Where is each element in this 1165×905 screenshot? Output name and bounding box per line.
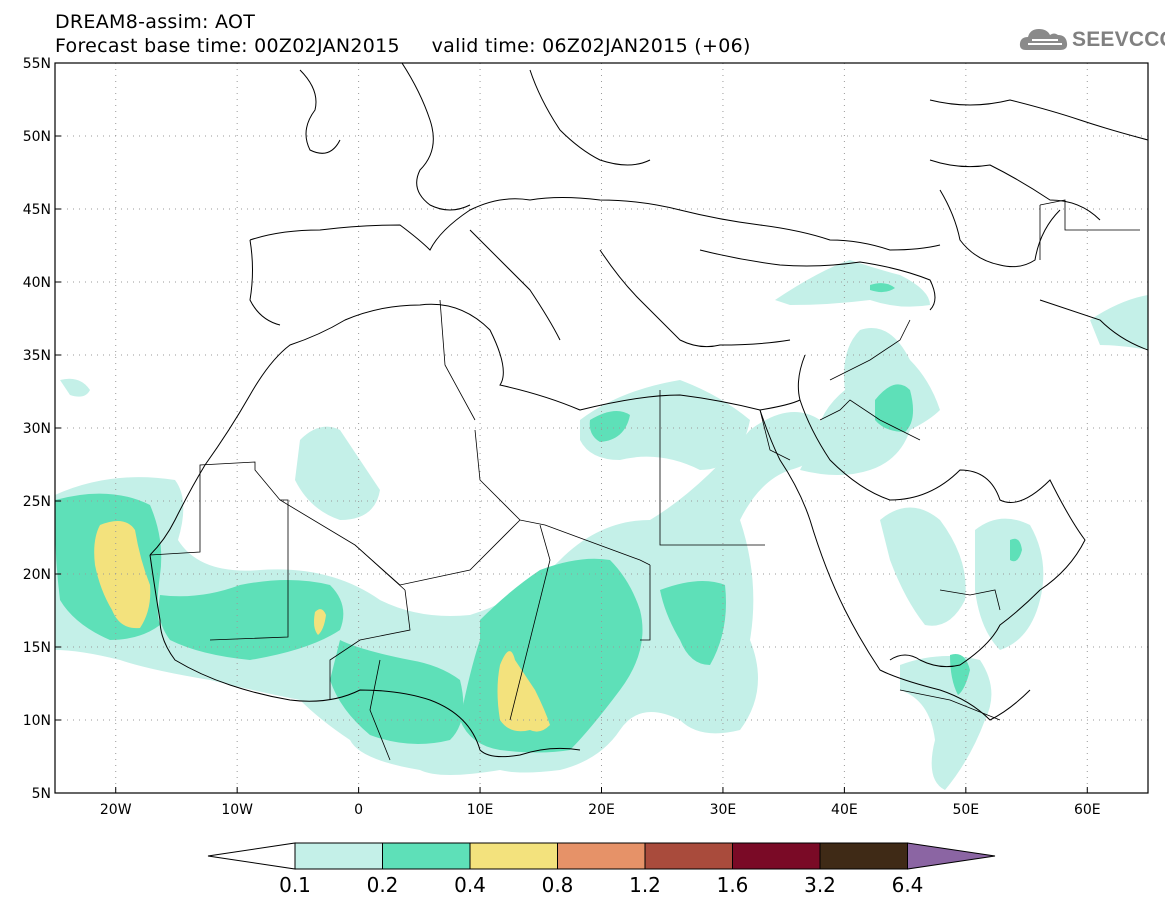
aot-field (55, 260, 1148, 790)
logo-text: SEEVCCC (1072, 28, 1165, 51)
cloud-logo-icon (1019, 29, 1068, 50)
colorbar-swatch (644, 842, 733, 870)
lat-tick-label: 10N (23, 713, 51, 729)
colorbar-swatch (382, 842, 471, 870)
colorbar-label: 3.2 (804, 873, 836, 897)
lon-tick-label: 10W (221, 802, 253, 818)
lat-tick-label: 55N (23, 56, 51, 72)
lon-tick-label: 30E (710, 802, 737, 818)
lon-tick-label: 40E (831, 802, 858, 818)
colorbar-swatch (557, 842, 646, 870)
lat-tick-label: 20N (23, 567, 51, 583)
lon-tick-label: 60E (1074, 802, 1101, 818)
aot-level-0-4 (94, 521, 550, 732)
colorbar-swatch (819, 842, 908, 870)
coastlines (149, 63, 1148, 758)
colorbar-min-arrow (207, 842, 296, 870)
colorbar-label: 1.6 (717, 873, 749, 897)
lat-tick-label: 5N (32, 786, 51, 802)
colorbar-label: 0.2 (367, 873, 399, 897)
lat-tick-label: 50N (23, 129, 51, 145)
colorbar-label: 0.1 (279, 873, 311, 897)
lat-tick-label: 45N (23, 202, 51, 218)
colorbar-label: 0.8 (542, 873, 574, 897)
lon-tick-label: 20E (588, 802, 615, 818)
colorbar-label: 6.4 (892, 873, 924, 897)
lon-tick-label: 50E (952, 802, 979, 818)
colorbar-swatch (732, 842, 821, 870)
colorbar: 0.1 0.2 0.4 0.8 1.2 1.6 3.2 6.4 (207, 842, 996, 897)
lon-tick-label: 0 (354, 802, 363, 818)
colorbar-swatch (294, 842, 383, 870)
lat-tick-label: 35N (23, 348, 51, 364)
colorbar-swatch (469, 842, 558, 870)
colorbar-label: 1.2 (629, 873, 661, 897)
colorbar-label: 0.4 (454, 873, 486, 897)
latitude-axis: 55N 50N 45N 40N 35N 30N 25N 20N 15N 10N 5N (23, 56, 61, 802)
colorbar-max-arrow (907, 842, 996, 870)
map-title: DREAM8-assim: AOT (55, 11, 256, 33)
lat-tick-label: 15N (23, 640, 51, 656)
lon-tick-label: 10E (467, 802, 494, 818)
graticule (55, 63, 1148, 793)
lat-tick-label: 25N (23, 494, 51, 510)
longitude-axis: 20W 10W 0 10E 20E 30E 40E 50E 60E (100, 787, 1101, 818)
lat-tick-label: 40N (23, 275, 51, 291)
country-borders (149, 199, 1140, 761)
lon-tick-label: 20W (100, 802, 132, 818)
forecast-time-line: Forecast base time: 00Z02JAN2015 valid t… (55, 35, 751, 57)
aot-level-0-1 (55, 260, 1148, 790)
lat-tick-label: 30N (23, 421, 51, 437)
seevccc-logo: SEEVCCC (1018, 24, 1165, 54)
